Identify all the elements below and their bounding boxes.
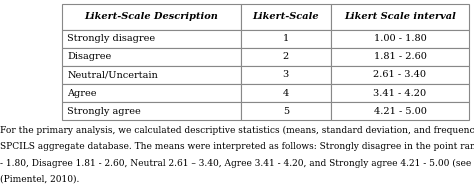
Text: Agree: Agree (67, 89, 97, 98)
Text: Strongly agree: Strongly agree (67, 107, 141, 116)
Text: 2: 2 (283, 52, 289, 61)
Bar (241, 102, 331, 120)
Bar (62, 48, 241, 66)
Bar (331, 84, 469, 102)
Text: - 1.80, Disagree 1.81 - 2.60, Neutral 2.61 – 3.40, Agree 3.41 - 4.20, and Strong: - 1.80, Disagree 1.81 - 2.60, Neutral 2.… (0, 159, 474, 168)
Bar (331, 48, 469, 66)
Bar (241, 84, 331, 102)
Text: Likert Scale interval: Likert Scale interval (344, 12, 456, 21)
Text: For the primary analysis, we calculated descriptive statistics (means, standard : For the primary analysis, we calculated … (0, 126, 474, 135)
Text: Strongly disagree: Strongly disagree (67, 34, 155, 43)
Text: Likert-Scale Description: Likert-Scale Description (84, 12, 218, 21)
Bar (241, 48, 331, 66)
Bar (331, 102, 469, 120)
Text: SPCILS aggregate database. The means were interpreted as follows: Strongly disag: SPCILS aggregate database. The means wer… (0, 142, 474, 151)
Text: 3.41 - 4.20: 3.41 - 4.20 (374, 89, 427, 98)
Text: 4: 4 (283, 89, 289, 98)
Bar (331, 4, 469, 30)
Text: 3: 3 (283, 70, 289, 79)
Text: 1.81 - 2.60: 1.81 - 2.60 (374, 52, 427, 61)
Bar (62, 4, 241, 30)
Text: 2.61 - 3.40: 2.61 - 3.40 (374, 70, 427, 79)
Bar (241, 66, 331, 84)
Text: 5: 5 (283, 107, 289, 116)
Bar (62, 102, 241, 120)
Bar (62, 84, 241, 102)
Text: Disagree: Disagree (67, 52, 111, 61)
Bar (331, 66, 469, 84)
Text: Likert-Scale: Likert-Scale (253, 12, 319, 21)
Bar (62, 66, 241, 84)
Text: 4.21 - 5.00: 4.21 - 5.00 (374, 107, 427, 116)
Text: 1: 1 (283, 34, 289, 43)
Text: Neutral/Uncertain: Neutral/Uncertain (67, 70, 158, 79)
Bar (241, 4, 331, 30)
Text: (Pimentel, 2010).: (Pimentel, 2010). (0, 175, 79, 184)
Bar (331, 30, 469, 48)
Bar (62, 30, 241, 48)
Bar (241, 30, 331, 48)
Text: 1.00 - 1.80: 1.00 - 1.80 (374, 34, 426, 43)
